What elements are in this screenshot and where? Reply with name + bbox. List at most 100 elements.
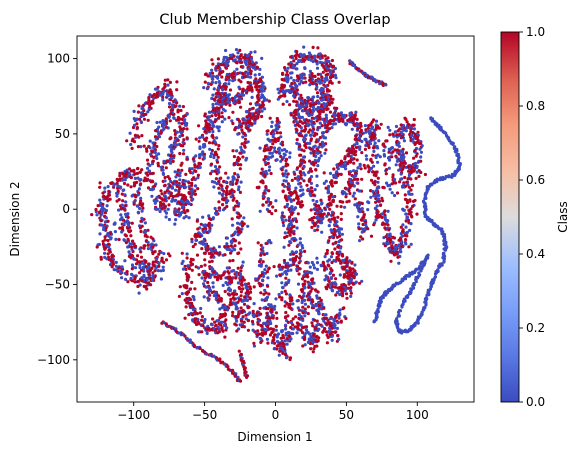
scatter-point <box>343 157 346 160</box>
scatter-point <box>215 125 218 128</box>
scatter-point <box>344 164 347 167</box>
scatter-point <box>211 103 214 106</box>
scatter-point <box>156 93 159 96</box>
scatter-point <box>142 113 145 116</box>
scatter-point <box>143 231 146 234</box>
scatter-point <box>382 149 385 152</box>
scatter-point <box>290 220 293 223</box>
scatter-point <box>217 156 220 159</box>
scatter-point <box>103 187 106 190</box>
scatter-point <box>276 335 279 338</box>
scatter-point <box>117 209 120 212</box>
scatter-point <box>256 311 259 314</box>
plot-area <box>77 36 474 402</box>
scatter-point <box>316 91 319 94</box>
scatter-point <box>284 311 287 314</box>
scatter-point <box>310 226 313 229</box>
scatter-point <box>290 299 293 302</box>
scatter-point <box>240 320 243 323</box>
scatter-point <box>244 122 247 125</box>
scatter-point <box>203 295 206 298</box>
scatter-point <box>301 299 304 302</box>
scatter-point <box>126 183 129 186</box>
scatter-point <box>254 277 257 280</box>
scatter-point <box>228 303 231 306</box>
scatter-point <box>168 116 171 119</box>
scatter-point <box>285 332 288 335</box>
scatter-point <box>238 93 241 96</box>
scatter-point <box>247 319 250 322</box>
scatter-point <box>255 84 258 87</box>
scatter-point <box>278 147 281 150</box>
scatter-point <box>185 305 188 308</box>
scatter-point <box>123 182 126 185</box>
scatter-point <box>234 205 237 208</box>
scatter-point <box>360 167 363 170</box>
scatter-point <box>327 336 330 339</box>
scatter-point <box>326 73 329 76</box>
scatter-point <box>233 298 236 301</box>
scatter-point <box>285 273 288 276</box>
scatter-point <box>345 193 348 196</box>
scatter-point <box>322 87 325 90</box>
scatter-point <box>339 200 342 203</box>
scatter-point <box>260 88 263 91</box>
scatter-point <box>128 230 131 233</box>
scatter-point <box>271 142 274 145</box>
scatter-point <box>342 307 345 310</box>
scatter-point <box>228 259 231 262</box>
scatter-point <box>353 269 356 272</box>
scatter-point <box>209 218 212 221</box>
scatter-point <box>109 232 112 235</box>
scatter-point <box>143 275 146 278</box>
scatter-point <box>98 199 101 202</box>
scatter-point <box>231 149 234 152</box>
scatter-point <box>113 223 116 226</box>
scatter-point <box>160 192 163 195</box>
scatter-point <box>212 108 215 111</box>
scatter-point <box>301 58 304 61</box>
scatter-point <box>228 79 231 82</box>
scatter-point <box>315 304 318 307</box>
scatter-point <box>317 101 320 104</box>
scatter-point <box>184 173 187 176</box>
scatter-point <box>298 261 301 264</box>
scatter-point <box>297 182 300 185</box>
scatter-point <box>287 334 290 337</box>
scatter-point <box>236 173 239 176</box>
scatter-point <box>244 138 247 141</box>
scatter-point <box>201 324 204 327</box>
scatter-point <box>354 197 357 200</box>
scatter-point <box>199 307 202 310</box>
scatter-point <box>254 73 257 76</box>
scatter-point <box>213 98 216 101</box>
scatter-point <box>165 215 168 218</box>
scatter-point <box>213 321 216 324</box>
scatter-point <box>317 220 320 223</box>
scatter-point <box>389 188 392 191</box>
scatter-point <box>194 170 197 173</box>
scatter-point <box>274 297 277 300</box>
scatter-point <box>356 158 359 161</box>
scatter-point <box>283 246 286 249</box>
scatter-point <box>355 273 358 276</box>
scatter-point <box>316 95 319 98</box>
scatter-point <box>312 145 315 148</box>
scatter-point <box>315 175 318 178</box>
scatter-point <box>340 238 343 241</box>
scatter-point <box>302 311 305 314</box>
scatter-point <box>233 162 236 165</box>
scatter-point <box>263 107 266 110</box>
scatter-point <box>304 107 307 110</box>
scatter-point <box>292 100 295 103</box>
scatter-point <box>266 270 269 273</box>
scatter-point <box>261 110 264 113</box>
scatter-point <box>331 252 334 255</box>
scatter-point <box>276 131 279 134</box>
scatter-point <box>358 136 361 139</box>
scatter-point <box>144 221 147 224</box>
scatter-point <box>305 104 308 107</box>
scatter-point <box>328 321 331 324</box>
scatter-point <box>138 266 141 269</box>
scatter-point <box>181 292 184 295</box>
